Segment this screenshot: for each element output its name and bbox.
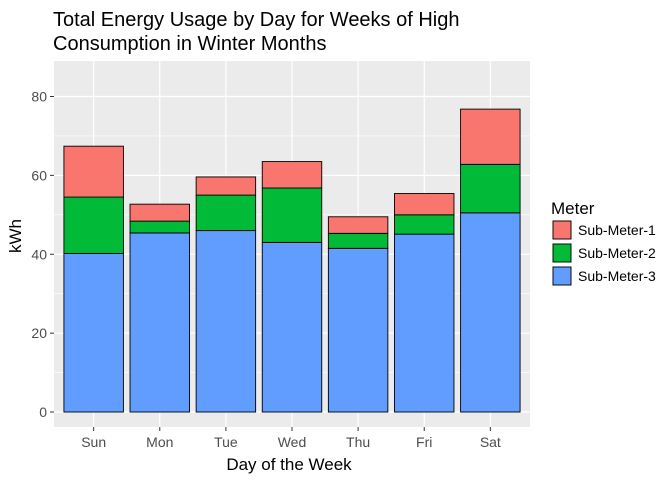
bar-segment-sat-sub-meter-2 [460, 163, 521, 214]
bar-segment-thu-sub-meter-1 [327, 216, 389, 234]
legend-label-sub-meter-1: Sub-Meter-1 [578, 222, 656, 238]
legend-swatch-sub-meter-1 [552, 220, 572, 240]
legend-label-sub-meter-3: Sub-Meter-3 [578, 268, 656, 284]
bar-segment-sun-sub-meter-2 [63, 196, 124, 254]
bar-segment-mon-sub-meter-3 [129, 232, 190, 413]
x-axis-label: Day of the Week [226, 455, 352, 474]
y-tick-label: 0 [39, 404, 47, 420]
x-tick-label-mon: Mon [146, 434, 173, 450]
legend-title: Meter [551, 199, 595, 218]
bar-segment-wed-sub-meter-3 [261, 241, 323, 413]
bar-segment-tue-sub-meter-3 [195, 230, 257, 413]
bar-segment-sat-sub-meter-3 [460, 212, 521, 413]
x-tick-label-sun: Sun [81, 434, 106, 450]
legend-label-sub-meter-2: Sub-Meter-2 [578, 245, 656, 261]
bar-segment-fri-sub-meter-2 [394, 214, 455, 235]
x-tick-label-tue: Tue [214, 434, 238, 450]
bar-segment-tue-sub-meter-1 [195, 176, 257, 196]
bar-segment-thu-sub-meter-3 [327, 247, 389, 413]
bar-segment-sun-sub-meter-1 [63, 145, 124, 198]
bar-segment-tue-sub-meter-2 [195, 194, 257, 232]
bar-segment-wed-sub-meter-1 [261, 161, 323, 189]
y-tick-label: 20 [31, 325, 47, 341]
axes: 0 20 40 60 80 Sun Mon Tue Wed Thu Fri Sat [31, 88, 501, 450]
chart-title-line-1: Total Energy Usage by Day for Weeks of H… [53, 9, 459, 31]
chart-title: Total Energy Usage by Day for Weeks of H… [53, 9, 459, 55]
bar-segment-fri-sub-meter-1 [394, 193, 455, 216]
bar-segment-mon-sub-meter-1 [129, 203, 190, 222]
bar-segment-thu-sub-meter-2 [327, 232, 389, 249]
y-tick-label: 40 [31, 246, 47, 262]
x-tick-label-thu: Thu [346, 434, 370, 450]
y-tick-label: 60 [31, 167, 47, 183]
legend-swatch-sub-meter-3 [552, 266, 572, 286]
legend: Meter Sub-Meter-1 Sub-Meter-2 Sub-Meter-3 [551, 199, 656, 286]
bars [63, 108, 521, 413]
x-tick-label-wed: Wed [278, 434, 307, 450]
bar-segment-wed-sub-meter-2 [261, 187, 323, 243]
bar-segment-mon-sub-meter-2 [129, 220, 190, 234]
y-axis-label: kWh [6, 219, 25, 253]
legend-swatch-sub-meter-2 [552, 243, 572, 263]
x-tick-label-fri: Fri [416, 434, 432, 450]
x-tick-label-sat: Sat [480, 434, 501, 450]
bar-segment-sat-sub-meter-1 [460, 108, 521, 165]
y-tick-label: 80 [31, 88, 47, 104]
bar-segment-sun-sub-meter-3 [63, 253, 124, 413]
chart-title-line-2: Consumption in Winter Months [53, 33, 326, 55]
bar-segment-fri-sub-meter-3 [394, 233, 455, 413]
